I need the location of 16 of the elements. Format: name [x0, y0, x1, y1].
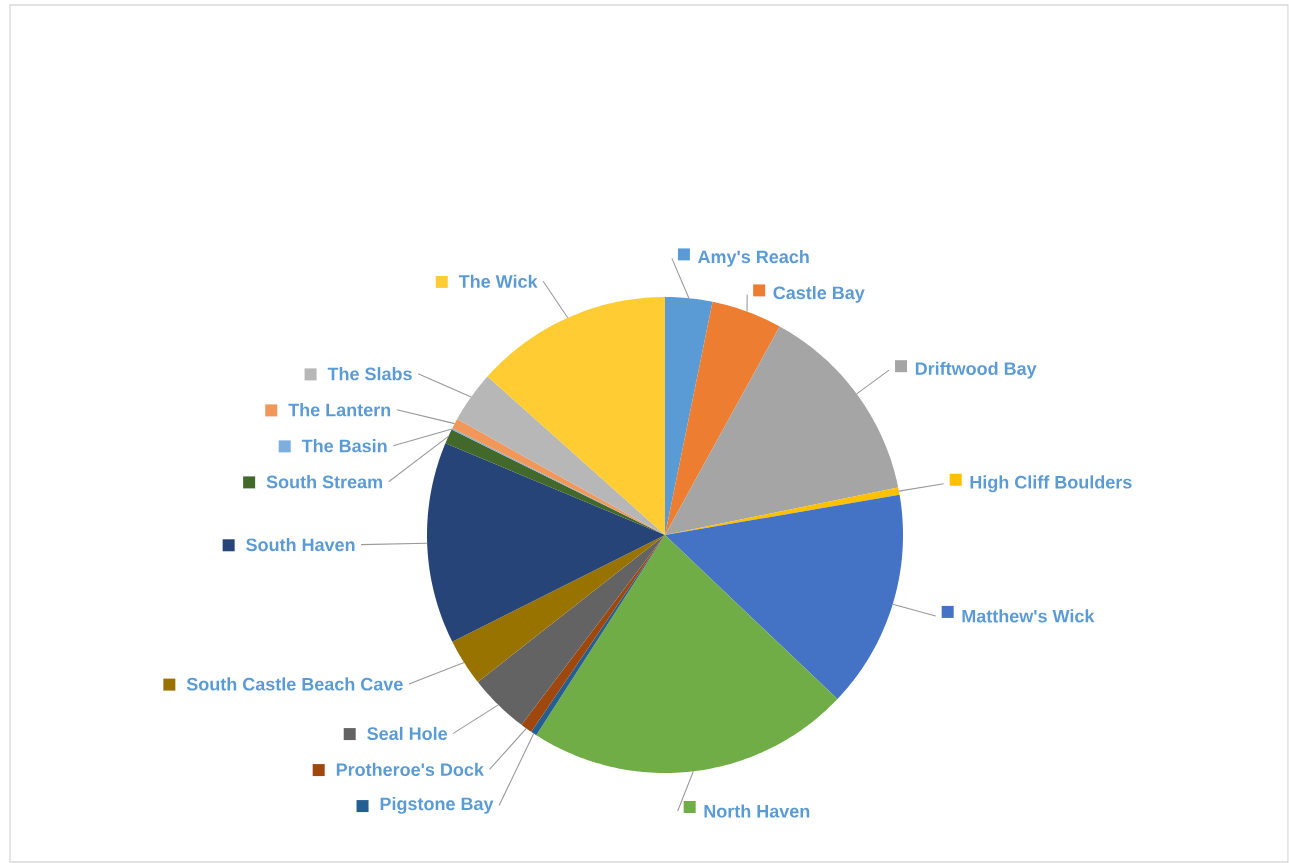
- legend-label: South Haven: [246, 537, 355, 552]
- legend-label: Matthew's Wick: [962, 609, 1095, 623]
- legend-label: High Cliff Boulders: [970, 475, 1132, 493]
- legend-label: Castle Bay: [773, 286, 865, 303]
- legend-label: The Basin: [301, 439, 387, 453]
- legend-label: The Wick: [458, 274, 538, 288]
- legend-label: Amy's Reach: [697, 250, 809, 267]
- legend-label: Pigstone Bay: [380, 796, 494, 814]
- legend-label: South Stream: [266, 475, 382, 489]
- legend-label: The Slabs: [327, 367, 412, 381]
- legend-label: The Lantern: [288, 403, 391, 417]
- legend-label: Protheroe's Dock: [336, 762, 484, 777]
- legend-label: South Castle Beach Cave: [186, 677, 403, 691]
- legend-label: North Haven: [704, 804, 810, 818]
- legend-label: Seal Hole: [367, 726, 448, 741]
- legend-label: Driftwood Bay: [915, 361, 1037, 379]
